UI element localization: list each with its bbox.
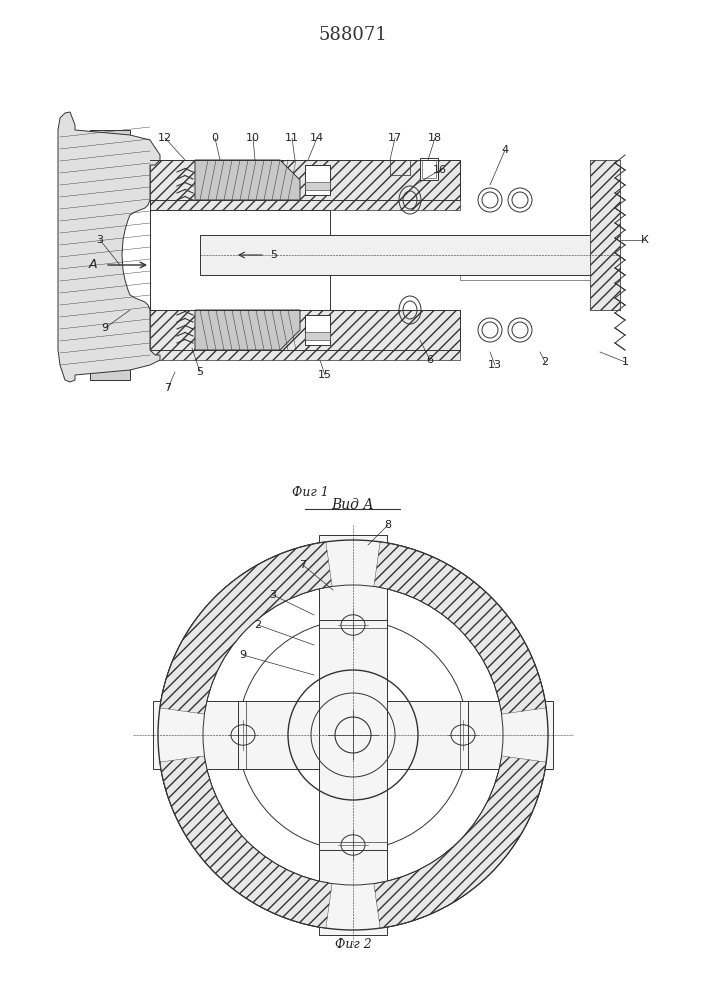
Text: 3: 3	[96, 235, 103, 245]
Polygon shape	[160, 542, 332, 714]
Text: 588071: 588071	[319, 26, 387, 44]
Polygon shape	[195, 160, 300, 200]
Text: А: А	[88, 258, 97, 271]
Polygon shape	[58, 112, 160, 382]
Bar	[150, 160, 460, 210]
Text: 18: 18	[428, 133, 442, 143]
Polygon shape	[90, 130, 130, 190]
Text: 8: 8	[385, 520, 392, 530]
Bar	[319, 535, 387, 935]
Text: Вид А: Вид А	[332, 498, 375, 512]
Text: 13: 13	[488, 360, 502, 370]
Text: 2: 2	[542, 357, 549, 367]
Bar	[305, 182, 330, 190]
Polygon shape	[374, 756, 546, 928]
Polygon shape	[160, 756, 332, 928]
Text: 15: 15	[318, 370, 332, 380]
Text: К: К	[641, 235, 649, 245]
Text: 1: 1	[621, 357, 629, 367]
Text: 14: 14	[310, 133, 324, 143]
Bar	[590, 160, 620, 310]
Bar	[460, 255, 620, 275]
Text: 9: 9	[240, 650, 247, 660]
Bar	[150, 210, 330, 310]
Bar	[200, 235, 620, 275]
Bar	[420, 158, 438, 180]
Bar	[390, 160, 410, 175]
Bar	[153, 701, 553, 769]
Polygon shape	[374, 542, 546, 714]
Text: 2: 2	[255, 620, 262, 630]
Text: 5: 5	[197, 367, 204, 377]
Bar	[460, 250, 620, 255]
Text: 6: 6	[426, 355, 433, 365]
Text: 7: 7	[300, 560, 307, 570]
Text: 7: 7	[165, 383, 172, 393]
Text: 11: 11	[285, 133, 299, 143]
Text: 0: 0	[211, 133, 218, 143]
Text: 16: 16	[433, 165, 447, 175]
Bar	[305, 165, 330, 195]
Text: 17: 17	[388, 133, 402, 143]
Bar	[590, 160, 620, 310]
Bar	[422, 160, 436, 178]
Text: 4: 4	[501, 145, 508, 155]
Bar	[305, 332, 330, 340]
Text: 12: 12	[158, 133, 172, 143]
Text: 10: 10	[246, 133, 260, 143]
Text: 3: 3	[269, 590, 276, 600]
Text: 5: 5	[270, 250, 277, 260]
Bar	[150, 310, 460, 360]
Text: Фиг 2: Фиг 2	[334, 938, 371, 952]
Polygon shape	[195, 310, 300, 350]
Text: 9: 9	[101, 323, 109, 333]
Bar	[460, 275, 620, 280]
Bar	[390, 160, 410, 175]
Bar	[305, 315, 330, 345]
Polygon shape	[90, 320, 130, 380]
Text: Фиг 1: Фиг 1	[291, 486, 328, 498]
